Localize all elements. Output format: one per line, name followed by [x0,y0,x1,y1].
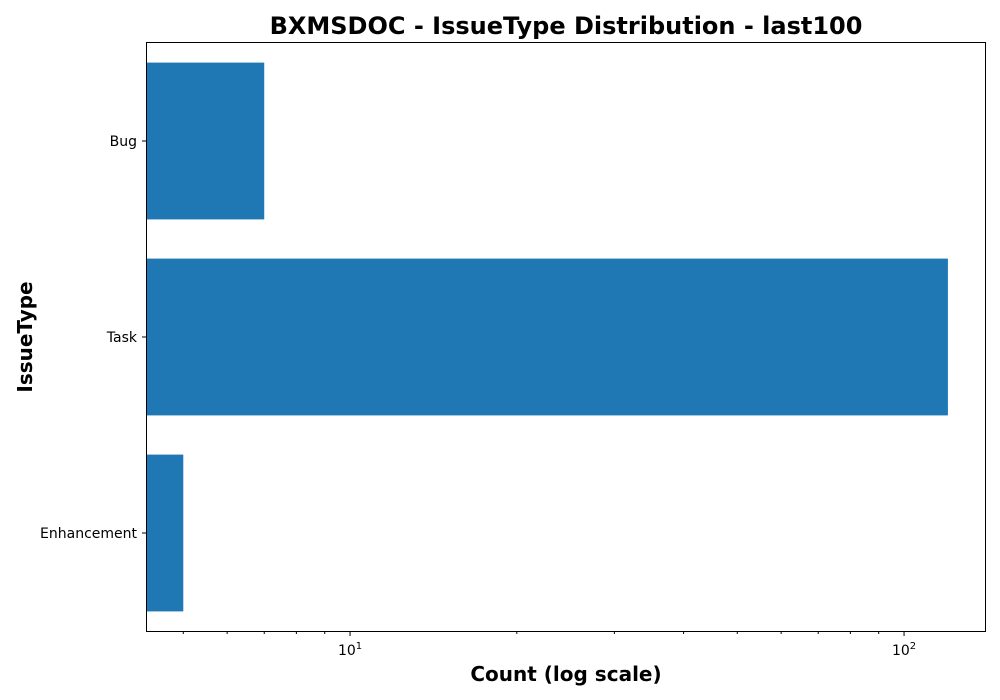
x-tick-label-100: 102 [892,641,916,659]
y-tick-label-enhancement: Enhancement [40,526,137,542]
y-tick-label-bug: Bug [110,134,137,150]
y-tick-label-task: Task [106,330,138,346]
bar-enhancement [147,454,184,612]
bars-group [147,62,948,612]
y-axis-ticks: Bug Task Enhancement [40,134,147,542]
bar-task [147,258,948,416]
chart-title: BXMSDOC - IssueType Distribution - last1… [270,12,863,40]
x-axis-ticks: 101 102 [182,631,916,659]
y-axis-label: IssueType [13,281,37,392]
bar-bug [147,62,265,220]
x-axis-label: Count (log scale) [470,662,661,686]
x-tick-label-10: 101 [338,641,362,659]
